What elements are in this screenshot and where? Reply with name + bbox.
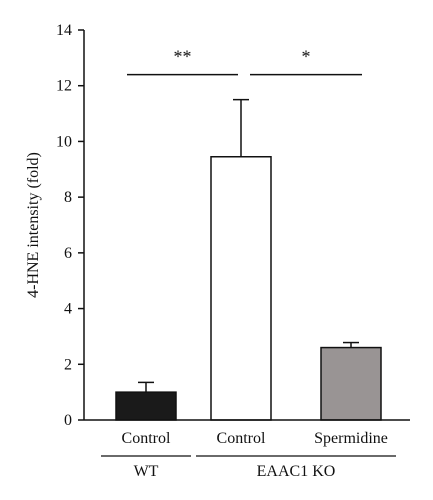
- bars: [115, 156, 382, 421]
- category-labels: Control Control Spermidine: [122, 430, 388, 447]
- bar: [320, 346, 382, 421]
- y-tick-label: 2: [64, 356, 72, 373]
- bar: [115, 391, 177, 421]
- significance-markers: ** *: [127, 47, 362, 76]
- y-axis: 0 2 4 6 8 10 12 14: [56, 22, 85, 429]
- category-label: Control: [217, 430, 266, 447]
- y-tick-label: 4: [64, 301, 72, 318]
- significance-label: *: [302, 47, 311, 67]
- group-label: WT: [134, 463, 159, 480]
- y-tick-label: 14: [56, 22, 72, 39]
- y-tick-label: 10: [56, 133, 72, 150]
- group-label: EAAC1 KO: [257, 463, 336, 480]
- y-tick-label: 0: [64, 412, 72, 429]
- category-label: Spermidine: [314, 430, 388, 447]
- y-tick-label: 6: [64, 245, 72, 262]
- y-tick-label: 12: [56, 78, 72, 95]
- group-labels: WT EAAC1 KO: [101, 455, 396, 480]
- significance-label: **: [174, 47, 192, 67]
- y-axis-title: 4-HNE intensity (fold): [25, 152, 42, 298]
- error-bars: [138, 98, 359, 393]
- category-label: Control: [122, 430, 171, 447]
- bar: [210, 156, 272, 421]
- y-tick-label: 8: [64, 189, 72, 206]
